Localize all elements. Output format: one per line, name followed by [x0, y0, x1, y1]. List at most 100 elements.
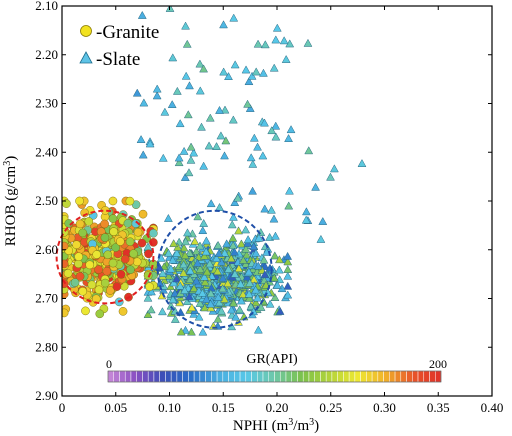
- slate-point: [227, 305, 236, 314]
- granite-point: [108, 258, 118, 268]
- y-tick-label: 2.10: [35, 0, 58, 13]
- slate-point: [281, 54, 291, 63]
- granite-point: [100, 233, 110, 242]
- granite-point: [84, 217, 94, 226]
- slate-point: [201, 236, 211, 245]
- granite-point: [102, 266, 112, 276]
- legend: -Granite -Slate: [79, 22, 159, 70]
- slate-point: [226, 254, 236, 263]
- slate-point: [245, 278, 255, 287]
- slate-point: [246, 153, 256, 162]
- granite-point: [85, 260, 95, 270]
- colorbar-cell: [176, 370, 183, 383]
- slate-point: [284, 201, 294, 210]
- slate-point: [241, 244, 251, 253]
- slate-point: [168, 295, 178, 304]
- slate-point: [218, 273, 228, 282]
- x-tick-label: 0.30: [373, 400, 396, 415]
- slate-point: [179, 243, 189, 252]
- granite-point: [143, 271, 153, 280]
- granite-point: [138, 209, 148, 219]
- slate-point: [271, 121, 281, 130]
- x-tick-label: 0.10: [158, 400, 181, 415]
- slate-point: [283, 251, 293, 260]
- colorbar-cell: [423, 370, 430, 383]
- colorbar-cell: [429, 370, 436, 383]
- slate-point: [204, 141, 214, 150]
- granite-point: [123, 219, 133, 228]
- slate-point: [160, 107, 170, 116]
- slate-point: [241, 65, 251, 74]
- granite-point: [87, 280, 97, 290]
- x-tick-label: 0.15: [212, 400, 235, 415]
- slate-point: [265, 299, 275, 308]
- slate-point: [228, 241, 238, 250]
- slate-point: [229, 212, 238, 221]
- colorbar-cell: [234, 370, 241, 383]
- slate-point: [205, 259, 215, 268]
- slate-point: [213, 240, 223, 249]
- slate-point: [172, 274, 182, 283]
- slate-point: [191, 246, 201, 255]
- slate-point: [229, 298, 239, 307]
- slate-point: [243, 99, 252, 108]
- slate-point: [158, 307, 167, 316]
- colorbar-cell: [142, 370, 149, 383]
- slate-point: [303, 38, 313, 47]
- slate-point: [251, 298, 261, 307]
- slate-point: [175, 119, 185, 128]
- slate-point: [283, 271, 293, 280]
- slate-point: [172, 248, 182, 257]
- granite-point: [145, 282, 154, 292]
- colorbar-cell: [130, 370, 137, 383]
- slate-point: [271, 231, 280, 240]
- slate-point: [179, 260, 189, 269]
- slate-point: [212, 142, 221, 151]
- slate-point: [301, 215, 311, 224]
- slate-point: [271, 132, 281, 141]
- granite-point: [78, 287, 88, 296]
- slate-point: [184, 292, 194, 301]
- slate-point: [221, 136, 231, 145]
- slate-point: [253, 261, 263, 270]
- slate-point: [224, 264, 233, 273]
- slate-point: [253, 293, 263, 302]
- slate-point: [189, 148, 199, 157]
- slate-point: [168, 53, 178, 62]
- granite-point: [92, 250, 102, 259]
- slate-point: [241, 225, 251, 234]
- slate-point: [179, 146, 189, 155]
- granite-point: [81, 306, 90, 316]
- slate-point: [220, 151, 229, 160]
- slate-point: [143, 293, 153, 302]
- slate-point: [272, 23, 282, 32]
- colorbar-cell: [302, 370, 310, 383]
- slate-point: [244, 289, 254, 298]
- dashed-annotations: [55, 209, 273, 329]
- y-tick-label: 2.20: [35, 47, 58, 62]
- colorbar-cell: [159, 370, 166, 383]
- slate-point: [224, 72, 233, 81]
- slate-point: [220, 248, 230, 257]
- slate-point: [304, 146, 314, 155]
- slate-point: [199, 64, 209, 73]
- slate-point: [195, 241, 205, 250]
- y-tick-label: 2.90: [35, 388, 58, 403]
- slate-point: [253, 325, 263, 334]
- slate-point: [198, 327, 208, 336]
- slate-point: [206, 299, 216, 308]
- slate-point: [199, 161, 209, 170]
- slate-point: [167, 100, 177, 109]
- colorbar-cell: [107, 370, 114, 383]
- slate-point: [229, 13, 239, 22]
- y-tick-label: 2.40: [35, 144, 58, 159]
- slate-point: [170, 314, 180, 323]
- slate-point: [197, 122, 206, 131]
- slate-point: [181, 71, 191, 80]
- granite-point: [132, 257, 142, 267]
- slate-point: [286, 125, 296, 134]
- slate-point: [220, 105, 230, 114]
- slate-point: [230, 247, 239, 256]
- slate-point: [230, 198, 240, 206]
- slate-point: [164, 248, 173, 257]
